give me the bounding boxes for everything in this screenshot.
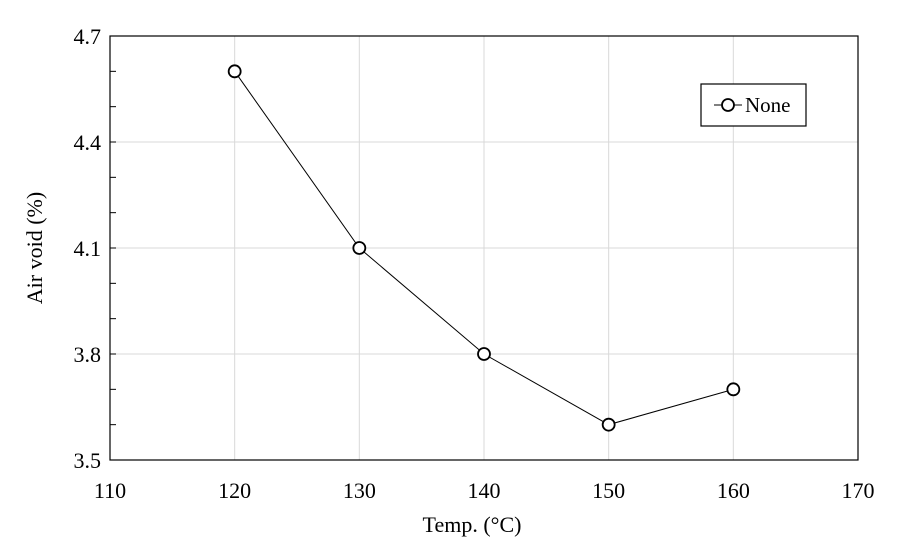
legend-label-none: None <box>745 93 791 117</box>
y-tick-label: 3.8 <box>74 342 102 367</box>
tick-layer: 3.5 3.8 4.1 4.4 4.7 110 120 130 140 150 160 170 <box>74 24 875 503</box>
x-tick-label: 170 <box>842 478 875 503</box>
y-tick-label: 3.5 <box>74 448 102 473</box>
y-tick-label: 4.1 <box>74 236 102 261</box>
x-tick-label: 150 <box>592 478 625 503</box>
series-layer <box>227 64 741 432</box>
data-point-marker <box>726 382 741 397</box>
legend: None <box>700 83 807 127</box>
data-point-marker <box>477 347 491 361</box>
x-tick-label: 120 <box>218 478 251 503</box>
y-tick-label: 4.4 <box>74 130 102 155</box>
y-tick-label: 4.7 <box>74 24 102 49</box>
x-tick-label: 160 <box>717 478 750 503</box>
x-tick-label: 140 <box>468 478 501 503</box>
data-point-marker <box>227 64 242 79</box>
y-axis-title: Air void (%) <box>22 192 47 304</box>
x-axis-title: Temp. (°C) <box>423 512 522 537</box>
legend-marker-icon <box>721 98 735 112</box>
x-tick-label: 110 <box>94 478 126 503</box>
data-point-marker <box>601 417 616 432</box>
data-point-marker <box>352 241 367 255</box>
x-tick-label: 130 <box>343 478 376 503</box>
